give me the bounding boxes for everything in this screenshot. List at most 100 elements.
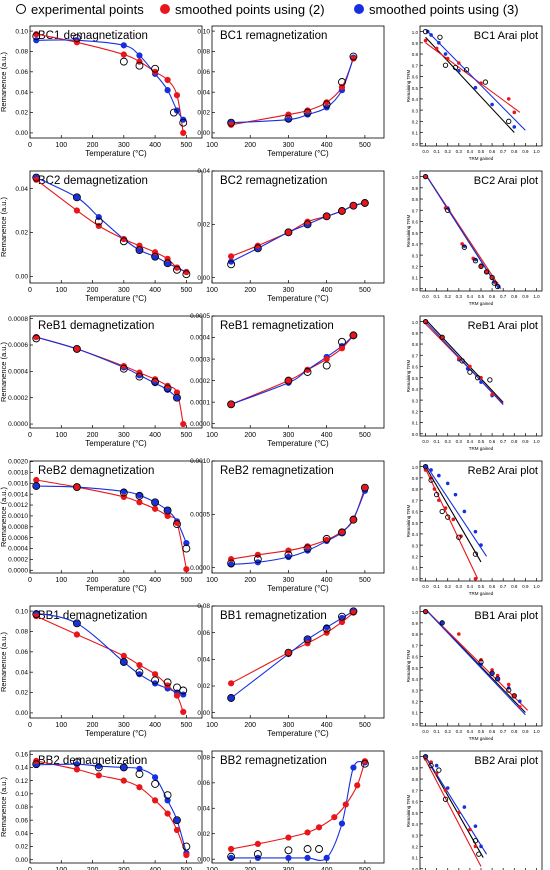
chart-title: BC2 remagnetization (220, 175, 327, 187)
data-point-experimental (169, 108, 178, 117)
fit-line-eq2 (425, 759, 482, 867)
x-tick-label: 200 (244, 867, 256, 870)
chart-bc1-arai-plot: BC1 Arai plot 0.0 0.1 0.2 0.3 0.4 0.5 0.6 0.7 0.8… (406, 25, 543, 161)
legend-item-eq3: smoothed points using (3) (354, 1, 519, 17)
data-point-eq3 (457, 69, 461, 73)
y-tick-label: 0.08 (197, 755, 210, 762)
data-point-experimental (315, 845, 323, 853)
y-tick-label: 0.0014 (8, 491, 28, 498)
data-point-eq2 (350, 332, 357, 339)
x-tick-label: 0.0 (422, 584, 429, 589)
red-circle-marker-icon (160, 4, 170, 14)
data-point-eq3 (73, 761, 81, 768)
data-point-eq2 (518, 705, 522, 709)
x-tick-label: 0.8 (511, 439, 518, 444)
x-tick-label: 0.1 (434, 729, 441, 734)
y-axis-label: Remanence (a.u.) (0, 486, 8, 547)
y-tick-label: 0.0020 (8, 459, 28, 466)
x-axis-label: Temperature (°C) (267, 439, 329, 448)
y-tick-label: 0.0 (412, 142, 419, 147)
data-point-eq2 (136, 661, 143, 669)
data-point-eq2 (183, 268, 190, 276)
x-tick-label: 500 (181, 287, 193, 294)
x-axis-label: Temperature (°C) (85, 729, 147, 738)
data-point-eq3 (164, 87, 171, 94)
x-tick-label: 0.2 (445, 584, 452, 589)
data-point-experimental (173, 520, 181, 529)
data-point-eq3 (473, 529, 478, 534)
data-point-eq2 (457, 632, 461, 636)
data-point-eq2 (285, 649, 292, 656)
x-tick-label: 400 (321, 577, 333, 584)
x-tick-label: 500 (181, 722, 193, 729)
data-point-eq3 (479, 844, 483, 849)
y-tick-label: 0.0003 (190, 356, 210, 363)
data-point-experimental (284, 376, 293, 385)
y-tick-label: 0.0006 (8, 535, 28, 542)
y-tick-label: 0.04 (15, 831, 28, 838)
y-tick-label: 0.0005 (190, 512, 210, 519)
x-tick-label: 0.5 (478, 729, 485, 734)
data-point-experimental (94, 217, 103, 226)
y-tick-label: 0.6 (412, 655, 419, 660)
x-tick-label: 0.1 (434, 439, 441, 444)
data-point-eq2 (228, 556, 235, 563)
data-point-eq3 (33, 37, 40, 44)
chart-reb2-remagnetization: ReB2 remagnetization 100 200 300 400 500 0.000… (190, 458, 385, 593)
data-point-experimental (478, 263, 484, 269)
data-point-experimental (452, 64, 459, 71)
data-point-experimental (163, 506, 172, 515)
data-point-eq2 (73, 483, 81, 491)
x-tick-label: 1.0 (533, 729, 540, 734)
data-point-experimental (32, 173, 41, 182)
x-tick-label: 0.7 (500, 294, 507, 299)
y-tick-label: 0.2 (412, 555, 419, 560)
x-tick-label: 0.6 (489, 439, 496, 444)
legend-label-experimental: experimental points (31, 1, 144, 17)
data-point-eq3 (120, 42, 127, 49)
x-tick-label: 0.9 (522, 439, 529, 444)
y-tick-label: 0.6 (412, 365, 419, 370)
legend-item-eq2: smoothed points using (2) (160, 1, 325, 17)
data-point-eq2 (73, 345, 81, 353)
plot-area (422, 608, 528, 716)
data-point-eq3 (437, 41, 441, 45)
y-tick-label: 0.1 (412, 711, 419, 716)
x-tick-label: 400 (149, 287, 161, 294)
x-tick-label: 400 (321, 287, 333, 294)
plot-area (422, 28, 526, 133)
y-axis-label: Remaining TRM (406, 215, 411, 248)
x-tick-label: 200 (87, 432, 99, 439)
y-tick-label: 0.2 (412, 700, 419, 705)
data-point-eq3 (462, 805, 467, 809)
data-point-eq2 (434, 46, 439, 51)
x-tick-label: 400 (149, 722, 161, 729)
x-tick-label: 100 (55, 867, 67, 870)
plot-area (32, 173, 191, 279)
data-point-eq2 (120, 777, 127, 784)
y-tick-label: 0.0008 (8, 316, 28, 323)
data-point-eq2 (315, 824, 323, 831)
chart-title: BB1 Arai plot (474, 610, 538, 622)
data-point-experimental (135, 668, 144, 677)
plot-frame (29, 460, 203, 574)
x-axis-label: TRM gained (469, 301, 494, 306)
y-tick-label: 0.02 (15, 844, 28, 851)
y-tick-label: 0.04 (197, 89, 210, 96)
x-tick-label: 0.8 (511, 729, 518, 734)
data-point-eq3 (73, 620, 81, 627)
chart-title: ReB1 remagnetization (220, 320, 334, 332)
data-point-eq2 (323, 629, 330, 636)
data-point-eq2 (120, 652, 127, 659)
y-axis-label: Remanence (a.u.) (0, 341, 8, 402)
data-point-experimental (253, 850, 262, 859)
data-point-eq3 (423, 464, 428, 469)
plot-area (422, 318, 504, 405)
data-point-eq2 (304, 543, 311, 550)
x-tick-label: 0.1 (434, 149, 441, 154)
data-point-experimental (506, 687, 512, 693)
chart-title: BC1 Arai plot (474, 30, 538, 42)
data-point-eq2 (506, 97, 511, 101)
y-tick-label: 0.7 (412, 788, 419, 793)
data-point-eq3 (136, 765, 143, 772)
